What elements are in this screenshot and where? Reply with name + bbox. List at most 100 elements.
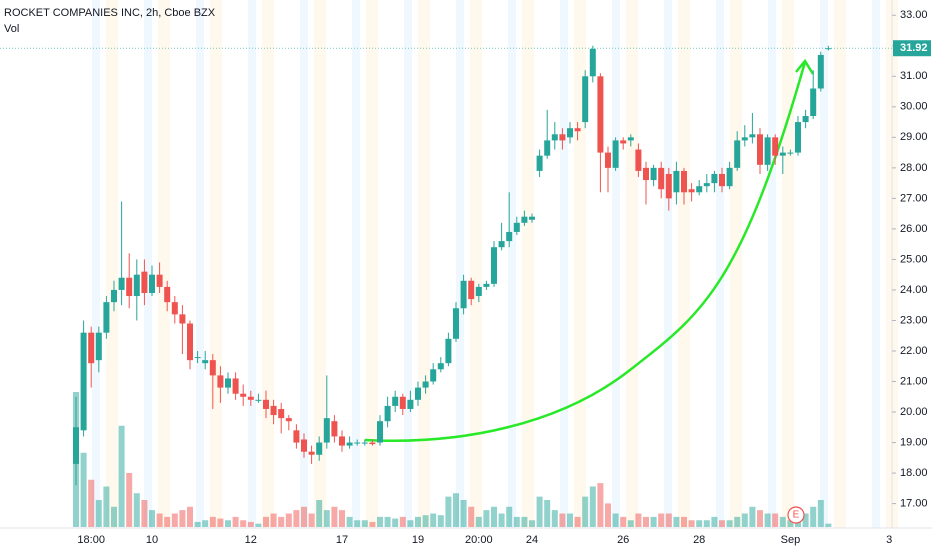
- volume-bar: [285, 513, 292, 527]
- volume-bar: [88, 479, 95, 527]
- volume-bar: [483, 510, 490, 527]
- volume-bar: [270, 513, 277, 527]
- volume-bar: [141, 500, 148, 527]
- y-tick-label: 18.00: [900, 467, 928, 479]
- x-tick-label: 24: [526, 534, 538, 546]
- candle-body: [787, 152, 794, 154]
- volume-bar: [194, 521, 201, 527]
- volume-bar: [817, 500, 824, 527]
- volume-bar: [772, 513, 779, 527]
- candle-body: [749, 134, 756, 138]
- candle-body: [187, 323, 193, 361]
- candle-body: [567, 128, 573, 138]
- volume-bar: [802, 513, 809, 527]
- session-band: [456, 0, 464, 528]
- volume-bar: [711, 516, 718, 527]
- volume-bar: [232, 516, 239, 527]
- candle-body: [111, 289, 117, 303]
- volume-bar: [620, 516, 627, 527]
- candle-body: [726, 167, 733, 187]
- x-tick-label: 10: [146, 534, 158, 546]
- volume-bar: [247, 521, 254, 527]
- earnings-label: E: [793, 510, 800, 521]
- candle-body: [445, 338, 452, 364]
- volume-bar: [445, 496, 452, 527]
- earnings-circle: [787, 506, 805, 524]
- volume-bar: [650, 516, 657, 527]
- volume-bar: [764, 513, 771, 527]
- volume-bar: [331, 506, 338, 527]
- session-band: [574, 0, 586, 528]
- session-band: [366, 0, 378, 528]
- volume-bar: [506, 506, 513, 527]
- candle-body: [711, 173, 718, 184]
- candle-body: [316, 442, 323, 455]
- volume-bar: [171, 513, 178, 527]
- candle-body: [209, 360, 216, 376]
- y-tick-label: 30.00: [900, 101, 928, 113]
- candle-body: [141, 271, 148, 293]
- last-price-box: [893, 40, 931, 57]
- volume-bar: [339, 510, 345, 527]
- y-tick-label: 29.00: [900, 131, 928, 143]
- candle-body: [681, 170, 687, 193]
- candle-body: [597, 76, 604, 153]
- volume-bar: [354, 520, 361, 527]
- volume-bar: [384, 516, 391, 527]
- y-tick-label: 27.00: [900, 192, 928, 204]
- x-tick-label: 20:00: [465, 534, 493, 546]
- volume-bar: [149, 510, 155, 527]
- candle-body: [544, 140, 551, 156]
- candle-body: [779, 152, 786, 156]
- candle-body: [551, 134, 558, 141]
- x-tick-label: Sep: [781, 534, 801, 546]
- candle-body: [80, 332, 87, 431]
- candle-body: [126, 277, 133, 297]
- candle-body: [498, 241, 505, 248]
- candle-body: [225, 378, 231, 388]
- candle-body: [460, 280, 467, 309]
- session-band: [418, 0, 430, 528]
- candle-body: [232, 378, 239, 394]
- volume-bar: [263, 516, 269, 527]
- volume-bar: [255, 523, 262, 527]
- volume-bar: [688, 520, 695, 527]
- x-tick-label: 3: [886, 534, 892, 546]
- volume-bar: [133, 493, 140, 527]
- candle-body: [802, 115, 809, 123]
- candle-body: [734, 140, 741, 168]
- volume-bar: [460, 500, 467, 527]
- volume-bar: [468, 506, 475, 527]
- candle-body: [741, 137, 748, 141]
- candle-body: [179, 314, 186, 324]
- volume-bar: [316, 500, 323, 527]
- candle-body: [407, 399, 414, 409]
- candle-body: [521, 216, 528, 223]
- candle-body: [323, 418, 330, 443]
- volume-bar: [126, 473, 133, 527]
- candle-body: [574, 128, 581, 132]
- volume-bar: [308, 513, 315, 527]
- session-band: [300, 0, 308, 528]
- volume-bar: [225, 520, 231, 527]
- candle-body: [164, 286, 171, 303]
- volume-label: Vol: [4, 23, 19, 35]
- volume-bar: [574, 516, 581, 527]
- y-tick-label: 19.00: [900, 436, 928, 448]
- candle-body: [255, 399, 262, 401]
- candle-body: [483, 283, 490, 287]
- candle-body: [506, 231, 513, 242]
- volume-bar: [301, 506, 307, 527]
- chart-title: ROCKET COMPANIES INC, 2h, Cboe BZX: [4, 7, 216, 19]
- volume-bar: [217, 518, 224, 527]
- candle-body: [453, 308, 459, 339]
- last-price-label: 31.92: [900, 42, 928, 54]
- y-tick-label: 28.00: [900, 162, 928, 174]
- session-band: [92, 0, 100, 528]
- session-band: [716, 0, 724, 528]
- session-band: [314, 0, 326, 528]
- candle-body: [536, 155, 543, 171]
- candle-body: [331, 421, 338, 437]
- volume-bar: [544, 500, 551, 527]
- candle-body: [658, 167, 665, 190]
